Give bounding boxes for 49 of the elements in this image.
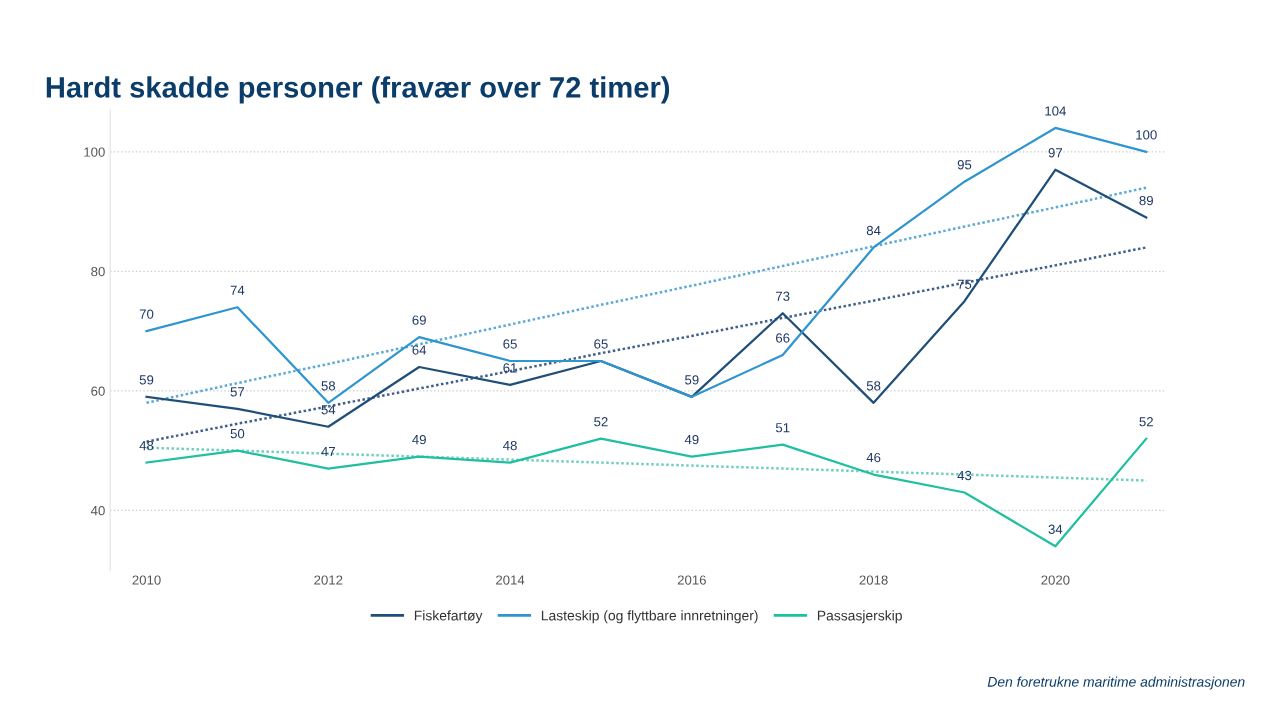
data-label: 64 xyxy=(412,345,427,355)
data-label: 100 xyxy=(1136,130,1157,140)
data-label: 61 xyxy=(503,363,517,373)
data-label: 65 xyxy=(594,339,608,349)
data-label: 34 xyxy=(1048,524,1063,534)
data-label: 52 xyxy=(1139,417,1153,427)
x-tick-label: 2016 xyxy=(677,575,706,585)
data-label: 104 xyxy=(1045,106,1066,116)
data-label: 58 xyxy=(321,381,336,391)
data-label: 73 xyxy=(776,291,790,301)
data-label: 48 xyxy=(139,440,154,451)
data-label: 59 xyxy=(139,375,154,385)
data-label: 58 xyxy=(866,381,881,391)
data-label: 84 xyxy=(866,225,881,236)
x-tick-label: 2010 xyxy=(132,575,161,585)
data-label: 54 xyxy=(321,405,336,415)
data-label: 49 xyxy=(412,434,426,445)
x-tick-label: 2014 xyxy=(496,575,525,585)
legend-label: Lasteskip (og flyttbare innretninger) xyxy=(541,610,758,624)
data-label: 52 xyxy=(594,417,608,427)
x-tick-label: 2012 xyxy=(314,575,343,585)
data-label: 50 xyxy=(230,428,245,439)
data-label: 59 xyxy=(685,375,699,385)
y-tick-label: 100 xyxy=(84,147,105,157)
data-label: 65 xyxy=(503,339,517,349)
y-tick-label: 60 xyxy=(91,386,105,396)
data-label: 57 xyxy=(230,387,245,397)
y-tick-label: 80 xyxy=(91,266,105,277)
x-tick-label: 2018 xyxy=(859,575,888,585)
data-label: 95 xyxy=(957,160,972,170)
data-label: 47 xyxy=(321,447,335,457)
data-label: 49 xyxy=(684,434,699,445)
data-label: 66 xyxy=(776,333,790,343)
y-tick-label: 40 xyxy=(90,505,105,516)
data-label: 46 xyxy=(866,452,881,463)
data-label: 51 xyxy=(775,423,790,433)
data-label: 97 xyxy=(1048,148,1063,158)
data-label: 89 xyxy=(1139,195,1153,206)
data-label: 70 xyxy=(139,309,154,319)
legend-label: Fiskefartøy xyxy=(414,610,483,624)
data-label: 43 xyxy=(957,470,972,481)
text: Den foretrukne maritime administrasjonen xyxy=(987,676,1245,690)
x-tick-label: 2020 xyxy=(1041,575,1070,585)
data-label: 48 xyxy=(503,440,517,451)
chart-title: Hardt skadde personer (fravær over 72 timer) xyxy=(46,76,670,104)
data-label: 75 xyxy=(957,279,972,289)
data-label: 74 xyxy=(230,285,245,295)
legend-label: Passasjerskip xyxy=(817,610,902,624)
data-label: 69 xyxy=(412,315,426,325)
